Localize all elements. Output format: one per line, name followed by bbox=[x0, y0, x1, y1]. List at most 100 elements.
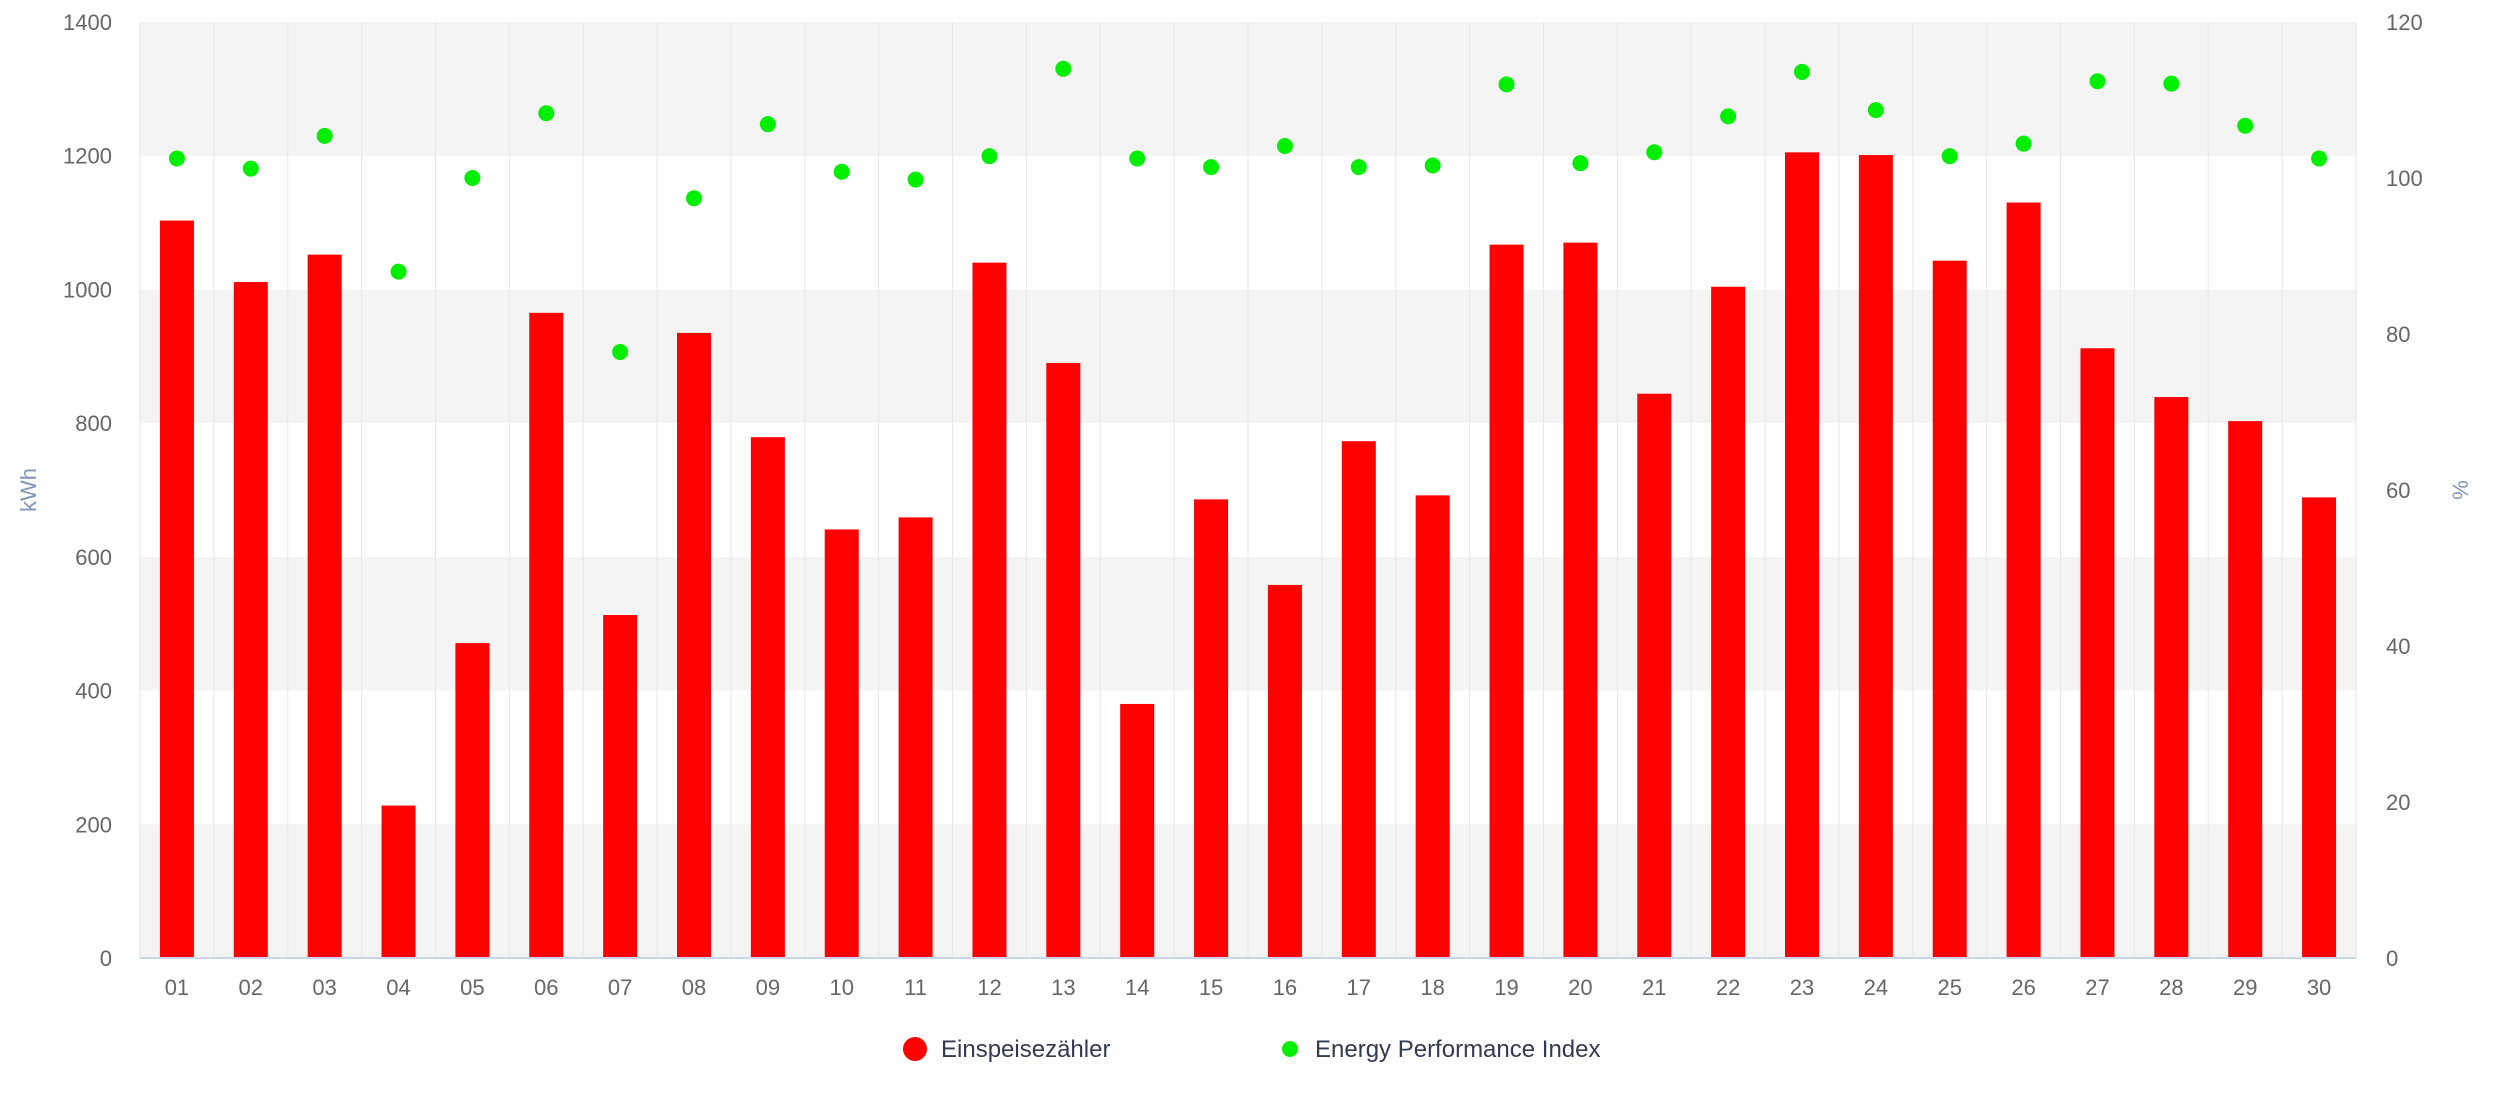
y-axis-title-left: kWh bbox=[16, 468, 41, 512]
y-tick-label-left: 1200 bbox=[63, 144, 112, 169]
point-11 bbox=[907, 171, 924, 188]
bar-19 bbox=[1489, 244, 1524, 959]
x-tick-label: 12 bbox=[977, 975, 1001, 1000]
point-26 bbox=[2015, 135, 2032, 152]
x-tick-label: 20 bbox=[1568, 975, 1592, 1000]
scatter-series bbox=[168, 60, 2328, 360]
x-tick-label: 28 bbox=[2159, 975, 2183, 1000]
x-tick-label: 07 bbox=[608, 975, 632, 1000]
legend-item-bar-series[interactable]: Einspeisezähler bbox=[903, 1036, 1110, 1063]
point-19 bbox=[1498, 76, 1515, 93]
x-tick-label: 23 bbox=[1790, 975, 1814, 1000]
bar-13 bbox=[1046, 362, 1081, 958]
point-09 bbox=[759, 116, 776, 133]
legend-label-scatter: Energy Performance Index bbox=[1315, 1036, 1600, 1063]
point-18 bbox=[1424, 157, 1441, 174]
x-tick-label: 30 bbox=[2307, 975, 2331, 1000]
bar-17 bbox=[1341, 441, 1376, 958]
x-tick-label: 16 bbox=[1273, 975, 1297, 1000]
bar-09 bbox=[750, 437, 785, 958]
x-tick-label: 17 bbox=[1347, 975, 1371, 1000]
point-27 bbox=[2089, 73, 2106, 90]
point-08 bbox=[686, 190, 702, 207]
x-tick-label: 14 bbox=[1125, 975, 1149, 1000]
x-tick-label: 24 bbox=[1864, 975, 1888, 1000]
y-tick-label-right: 120 bbox=[2386, 10, 2423, 35]
point-22 bbox=[1720, 108, 1737, 125]
bar-03 bbox=[307, 254, 342, 959]
bar-01 bbox=[159, 220, 194, 958]
point-29 bbox=[2237, 117, 2254, 134]
y-tick-label-left: 0 bbox=[100, 946, 112, 971]
bar-25 bbox=[1932, 260, 1967, 958]
bar-12 bbox=[972, 262, 1007, 959]
bar-26 bbox=[2006, 202, 2041, 958]
point-30 bbox=[2311, 150, 2328, 167]
y-tick-label-left: 1400 bbox=[63, 10, 112, 35]
point-07 bbox=[612, 343, 629, 360]
x-tick-label: 08 bbox=[682, 975, 706, 1000]
y-tick-label-right: 60 bbox=[2386, 478, 2410, 503]
legend-marker-bar bbox=[903, 1037, 927, 1061]
point-03 bbox=[316, 127, 333, 144]
bar-18 bbox=[1415, 495, 1450, 958]
bar-08 bbox=[677, 332, 711, 958]
x-tick-label: 15 bbox=[1199, 975, 1223, 1000]
point-17 bbox=[1350, 159, 1367, 176]
left-axis-ticks: 0 200 400 600 800 1000 1200 1400 bbox=[63, 10, 112, 971]
bar-24 bbox=[1858, 155, 1893, 958]
point-01 bbox=[168, 150, 185, 167]
bar-28 bbox=[2154, 397, 2189, 958]
y-tick-label-left: 1000 bbox=[63, 277, 112, 302]
bar-20 bbox=[1563, 242, 1598, 959]
bar-10 bbox=[824, 529, 859, 958]
bar-15 bbox=[1194, 499, 1229, 958]
bar-21 bbox=[1637, 393, 1672, 958]
y-tick-label-right: 80 bbox=[2386, 322, 2410, 347]
y-axis-title-right: % bbox=[2448, 480, 2473, 500]
bar-series bbox=[159, 152, 2337, 959]
x-tick-label: 13 bbox=[1051, 975, 1075, 1000]
x-tick-label: 03 bbox=[312, 975, 336, 1000]
legend-marker-scatter bbox=[1282, 1041, 1298, 1057]
point-20 bbox=[1572, 155, 1589, 172]
bar-27 bbox=[2080, 348, 2115, 959]
x-tick-label: 11 bbox=[904, 975, 927, 1000]
point-15 bbox=[1203, 159, 1220, 176]
x-tick-label: 22 bbox=[1716, 975, 1740, 1000]
y-tick-label-right: 0 bbox=[2386, 946, 2398, 971]
x-tick-label: 04 bbox=[386, 975, 410, 1000]
right-axis-ticks: 0 20 40 60 80 100 120 bbox=[2386, 10, 2423, 971]
point-23 bbox=[1794, 63, 1810, 80]
x-tick-label: 06 bbox=[534, 975, 558, 1000]
y-tick-label-right: 100 bbox=[2386, 166, 2423, 191]
bar-30 bbox=[2302, 497, 2337, 958]
bar-16 bbox=[1267, 584, 1302, 958]
point-28 bbox=[2163, 75, 2180, 92]
x-tick-label: 01 bbox=[165, 975, 189, 1000]
legend-item-scatter-series[interactable]: Energy Performance Index bbox=[1282, 1036, 1600, 1063]
y-tick-label-right: 20 bbox=[2386, 790, 2410, 815]
bar-11 bbox=[898, 517, 933, 958]
bar-02 bbox=[233, 282, 268, 958]
x-tick-label: 19 bbox=[1494, 975, 1518, 1000]
y-tick-label-right: 40 bbox=[2386, 634, 2410, 659]
vertical-gridlines bbox=[139, 22, 2357, 958]
point-05 bbox=[464, 170, 481, 186]
x-tick-label: 27 bbox=[2085, 975, 2109, 1000]
bar-29 bbox=[2228, 421, 2263, 958]
point-21 bbox=[1646, 144, 1663, 161]
y-tick-label-left: 800 bbox=[75, 411, 112, 436]
bar-05 bbox=[455, 643, 490, 958]
point-25 bbox=[1941, 148, 1958, 165]
legend-label-bar: Einspeisezähler bbox=[941, 1036, 1110, 1063]
point-06 bbox=[538, 105, 555, 122]
bar-07 bbox=[603, 615, 638, 958]
x-axis-ticks: 01 02 03 04 05 06 07 08 09 10 11 12 13 14 15 16 17 18 19 20… bbox=[165, 975, 2332, 1000]
bar-23 bbox=[1785, 152, 1819, 958]
bar-14 bbox=[1120, 703, 1155, 958]
bar-22 bbox=[1711, 286, 1746, 958]
y-tick-label-left: 600 bbox=[75, 545, 112, 570]
